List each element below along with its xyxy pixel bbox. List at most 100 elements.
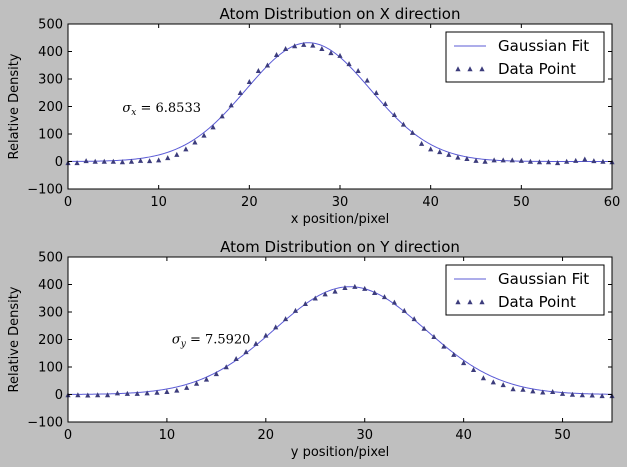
data-point xyxy=(372,289,378,295)
data-point xyxy=(184,384,190,390)
data-point xyxy=(550,388,556,394)
sigma-symbol: σ xyxy=(122,101,132,116)
sigma-value: = 7.5920 xyxy=(186,333,251,348)
y-tick-label: 500 xyxy=(38,18,63,33)
legend-box xyxy=(445,31,605,83)
data-point xyxy=(332,288,338,294)
data-point xyxy=(599,393,605,399)
data-point xyxy=(302,300,308,306)
data-point xyxy=(527,158,533,164)
data-point xyxy=(128,158,135,164)
data-point xyxy=(591,158,597,164)
y-tick-label: 200 xyxy=(38,333,63,348)
data-point xyxy=(391,111,397,117)
data-point xyxy=(573,157,579,163)
data-point xyxy=(564,158,570,164)
data-point xyxy=(342,285,348,290)
legend-marker-swatch xyxy=(455,299,461,305)
x-tick-label: 40 xyxy=(455,428,472,443)
data-point xyxy=(174,387,180,393)
data-point xyxy=(83,158,89,164)
data-point xyxy=(147,158,153,164)
legend-marker-swatch xyxy=(455,66,461,72)
data-point xyxy=(85,392,91,398)
data-point xyxy=(446,151,452,157)
data-point xyxy=(201,132,207,138)
data-point xyxy=(322,291,328,297)
x-tick-label: 0 xyxy=(64,428,72,443)
data-point xyxy=(219,113,225,119)
sigma-annotation: σx = 6.8533 xyxy=(122,101,201,118)
data-point xyxy=(95,392,101,398)
data-point xyxy=(400,121,407,127)
data-point xyxy=(328,50,334,56)
data-point xyxy=(510,386,516,392)
y-tick-label: 0 xyxy=(55,155,63,170)
data-point xyxy=(228,102,234,108)
data-point xyxy=(193,380,200,386)
x-tick-label: 60 xyxy=(604,195,621,210)
data-point xyxy=(237,89,243,95)
data-point xyxy=(480,375,487,381)
legend-label-data: Data Point xyxy=(498,60,576,78)
y-tick-label: 200 xyxy=(38,100,63,115)
data-point xyxy=(455,154,461,160)
data-point xyxy=(500,157,506,163)
data-point xyxy=(431,333,437,339)
data-point xyxy=(545,159,552,165)
legend-marker-swatch xyxy=(479,299,485,305)
x-axis-label: y position/pixel xyxy=(291,445,389,460)
data-point xyxy=(382,100,388,106)
data-point xyxy=(600,158,606,164)
data-point xyxy=(192,139,198,145)
data-point xyxy=(373,89,379,95)
data-point xyxy=(124,390,130,396)
data-point xyxy=(156,157,162,163)
data-point xyxy=(401,307,407,313)
data-point xyxy=(134,390,140,396)
gaussian-fit-line xyxy=(67,286,613,395)
y-axis-label: Relative Density xyxy=(7,53,22,159)
data-point xyxy=(92,158,98,164)
sigma-subscript: y xyxy=(180,340,187,350)
x-tick-label: 0 xyxy=(64,195,72,210)
sigma-symbol: σ xyxy=(172,333,182,348)
data-point xyxy=(101,158,107,164)
data-point xyxy=(137,157,144,163)
y-tick-label: 400 xyxy=(38,45,63,60)
data-point xyxy=(536,159,543,165)
data-point xyxy=(337,52,343,58)
x-tick-label: 20 xyxy=(258,428,275,443)
data-point xyxy=(273,324,279,330)
data-point xyxy=(482,158,488,164)
data-point xyxy=(518,157,524,163)
data-point xyxy=(364,77,370,83)
data-point xyxy=(114,390,121,396)
y-axis-label: Relative Density xyxy=(7,286,22,392)
data-point xyxy=(144,390,150,396)
x-tick-label: 50 xyxy=(513,195,530,210)
data-point xyxy=(559,390,566,396)
sigma-value: = 6.8533 xyxy=(136,101,201,116)
data-point xyxy=(223,364,229,370)
data-point xyxy=(246,78,252,84)
legend-label-fit: Gaussian Fit xyxy=(498,37,589,55)
x-tick-label: 30 xyxy=(332,195,349,210)
data-point xyxy=(464,155,470,161)
data-point xyxy=(213,371,219,377)
data-point xyxy=(490,379,496,385)
x-tick-label: 10 xyxy=(150,195,167,210)
data-point xyxy=(283,45,289,51)
data-point xyxy=(470,366,477,372)
data-point xyxy=(164,388,170,394)
y-tick-label: 400 xyxy=(38,278,63,293)
y-tick-label: 300 xyxy=(38,306,63,321)
sigma-subscript: x xyxy=(131,108,136,118)
x-tick-label: 20 xyxy=(241,195,258,210)
data-point xyxy=(233,355,239,361)
data-point xyxy=(421,325,427,331)
data-point xyxy=(174,151,180,157)
data-point xyxy=(292,43,298,49)
data-point xyxy=(411,316,417,322)
